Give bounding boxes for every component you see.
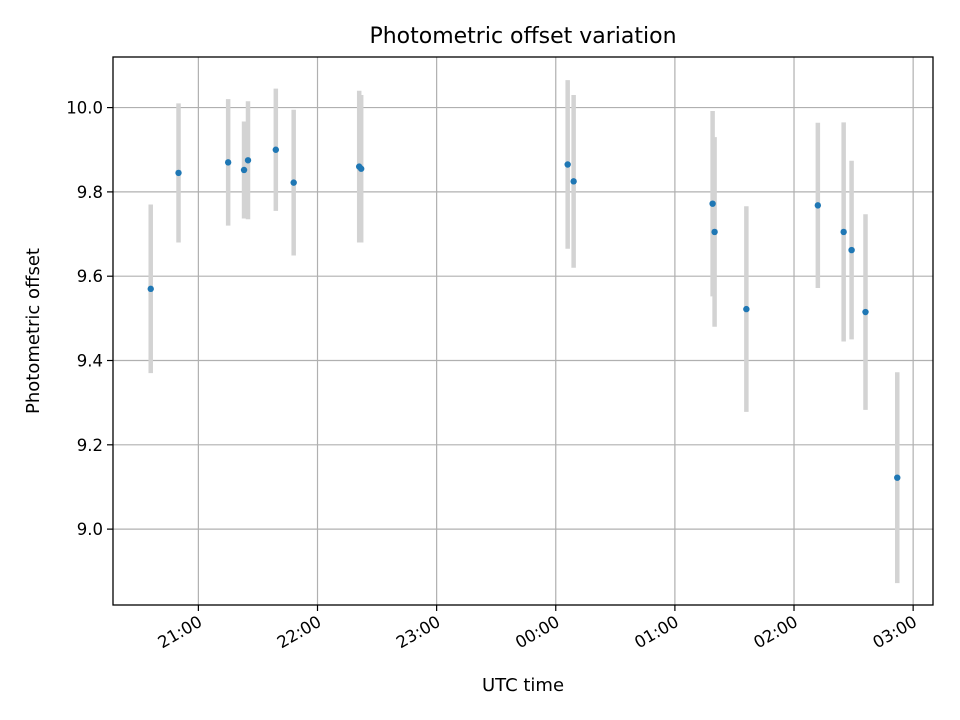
y-tick-label: 9.4 (77, 352, 103, 371)
data-point (814, 202, 822, 209)
marker-group (147, 146, 901, 481)
data-point (357, 165, 365, 172)
data-point (743, 305, 750, 313)
y-tick-label: 9.0 (77, 520, 103, 539)
data-point (147, 285, 154, 293)
data-point (272, 146, 280, 153)
data-point (290, 179, 297, 186)
data-point (570, 178, 577, 185)
data-point (240, 166, 248, 174)
chart-title: Photometric offset variation (369, 24, 676, 49)
y-tick-label: 9.6 (77, 267, 103, 286)
data-point (564, 161, 571, 168)
data-point (709, 200, 716, 207)
y-axis-label: Photometric offset (23, 248, 44, 414)
data-point (840, 228, 847, 236)
y-tick-label: 9.8 (77, 183, 103, 202)
y-tick-label: 9.2 (77, 436, 103, 455)
data-point (244, 157, 252, 164)
y-axis-ticks: 9.0 9.2 9.4 9.6 9.8 10.0 (66, 99, 113, 539)
x-axis-label: UTC time (482, 675, 564, 696)
plot-frame (112, 56, 934, 606)
data-point (848, 246, 855, 254)
data-point (862, 308, 869, 316)
data-point (175, 169, 182, 177)
grid-lines (113, 57, 933, 605)
data-point (711, 228, 718, 236)
data-point (894, 474, 901, 481)
data-point (224, 159, 232, 166)
y-tick-label: 10.0 (66, 99, 103, 118)
